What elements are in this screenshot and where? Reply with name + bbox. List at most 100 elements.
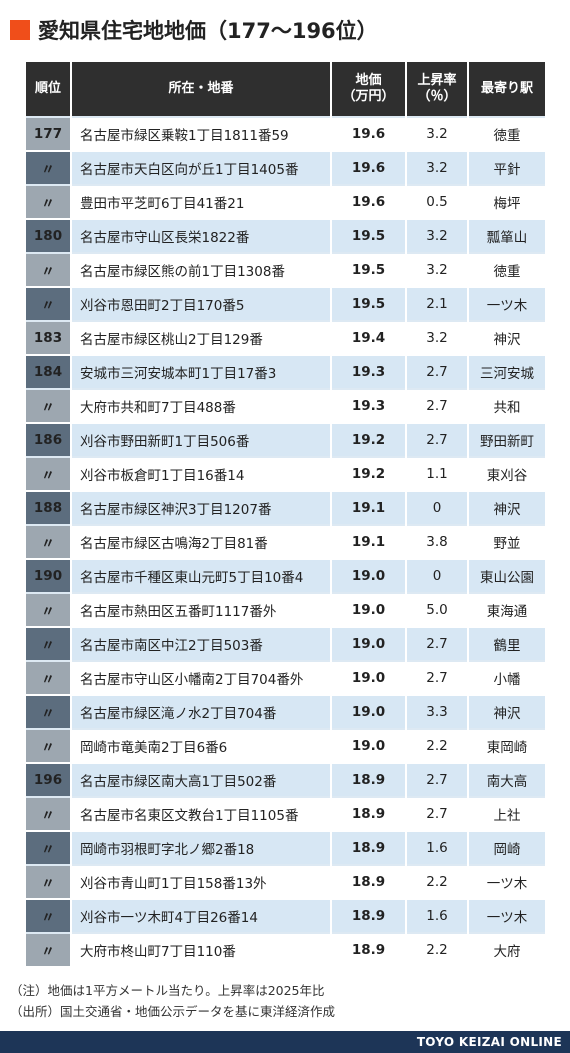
table-row: 〃刈谷市青山町1丁目158番13外 18.9 2.2 一ツ木 [26,864,545,899]
rank-cell: 〃 [26,830,72,865]
station-cell: 瓢箪山 [468,218,545,253]
address-cell: 岡崎市羽根町字北ノ郷2番18 [71,830,332,865]
station-cell: 東刈谷 [468,456,545,491]
price-cell: 19.0 [331,660,407,695]
header-price: 地価 （万円） [331,62,407,117]
rank-cell: 184 [26,354,72,389]
rate-cell: 0 [406,490,469,525]
station-cell: 岡崎 [468,830,545,865]
price-cell: 18.9 [331,762,407,797]
price-cell: 18.9 [331,830,407,865]
header-rate: 上昇率 （％） [406,62,469,117]
header-station: 最寄り駅 [468,62,545,117]
table-row: 186 刈谷市野田新町1丁目506番 19.2 2.7 野田新町 [26,422,545,457]
rate-cell: 3.2 [406,320,469,355]
address-cell: 名古屋市千種区東山元町5丁目10番4 [71,558,332,593]
rate-cell: 1.6 [406,830,469,865]
address-cell: 名古屋市緑区桃山2丁目129番 [71,320,332,355]
address-cell: 名古屋市緑区乗鞍1丁目1811番59 [71,116,332,151]
table-row: 〃名古屋市守山区小幡南2丁目704番外 19.0 2.7 小幡 [26,660,545,695]
table-row: 〃刈谷市一ツ木町4丁目26番14 18.9 1.6 一ツ木 [26,898,545,933]
rate-cell: 3.2 [406,116,469,151]
rank-cell: 〃 [26,660,72,695]
notes: （注）地価は1平方メートル当たり。上昇率は2025年比 （出所）国土交通省・地価… [10,980,335,1022]
price-cell: 19.0 [331,626,407,661]
header-price-line2: （万円） [342,89,395,104]
note-line-2: （出所）国土交通省・地価公示データを基に東洋経済作成 [10,1004,336,1019]
table-header-row: 順位 所在・地番 地価 （万円） 上昇率 （％） 最寄り駅 [26,62,545,117]
table-row: 〃刈谷市恩田町2丁目170番5 19.5 2.1 一ツ木 [26,286,545,321]
table-row: 〃名古屋市名東区文教台1丁目1105番 18.9 2.7 上社 [26,796,545,831]
rate-cell: 2.7 [406,762,469,797]
rank-cell: 〃 [26,728,72,763]
station-cell: 野並 [468,524,545,559]
rate-cell: 3.8 [406,524,469,559]
rate-cell: 2.7 [406,626,469,661]
rank-cell: 186 [26,422,72,457]
rank-cell: 〃 [26,626,72,661]
price-cell: 19.0 [331,592,407,627]
address-cell: 刈谷市板倉町1丁目16番14 [71,456,332,491]
price-cell: 19.6 [331,116,407,151]
address-cell: 名古屋市守山区小幡南2丁目704番外 [71,660,332,695]
rate-cell: 2.2 [406,864,469,899]
rank-cell: 〃 [26,796,72,831]
rank-cell: 〃 [26,694,72,729]
table-row: 180 名古屋市守山区長栄1822番 19.5 3.2 瓢箪山 [26,218,545,253]
footer-brand: TOYO KEIZAI ONLINE [0,1031,570,1053]
table-row: 183 名古屋市緑区桃山2丁目129番 19.4 3.2 神沢 [26,320,545,355]
rank-cell: 〃 [26,150,72,185]
station-cell: 鶴里 [468,626,545,661]
table-row: 〃名古屋市緑区熊の前1丁目1308番 19.5 3.2 徳重 [26,252,545,287]
header-rate-line1: 上昇率 [417,73,457,88]
rank-cell: 〃 [26,252,72,287]
address-cell: 名古屋市緑区滝ノ水2丁目704番 [71,694,332,729]
rank-cell: 〃 [26,286,72,321]
table-row: 〃名古屋市天白区向が丘1丁目1405番 19.6 3.2 平針 [26,150,545,185]
station-cell: 野田新町 [468,422,545,457]
rate-cell: 2.7 [406,796,469,831]
price-cell: 19.2 [331,422,407,457]
rate-cell: 0 [406,558,469,593]
price-cell: 18.9 [331,796,407,831]
address-cell: 大府市柊山町7丁目110番 [71,932,332,966]
rank-cell: 〃 [26,388,72,423]
price-cell: 18.9 [331,864,407,899]
address-cell: 安城市三河安城本町1丁目17番3 [71,354,332,389]
table-row: 〃豊田市平芝町6丁目41番21 19.6 0.5 梅坪 [26,184,545,219]
address-cell: 刈谷市青山町1丁目158番13外 [71,864,332,899]
table-row: 〃大府市柊山町7丁目110番 18.9 2.2 大府 [26,932,545,966]
station-cell: 南大高 [468,762,545,797]
rate-cell: 2.7 [406,354,469,389]
table-body: 177 名古屋市緑区乗鞍1丁目1811番59 19.6 3.2 徳重〃名古屋市天白区向が… [26,116,545,966]
rank-cell: 177 [26,116,72,151]
price-cell: 19.0 [331,558,407,593]
price-cell: 19.0 [331,728,407,763]
address-cell: 名古屋市守山区長栄1822番 [71,218,332,253]
price-cell: 19.3 [331,354,407,389]
rank-cell: 196 [26,762,72,797]
station-cell: 梅坪 [468,184,545,219]
price-cell: 19.4 [331,320,407,355]
table-row: 〃名古屋市緑区滝ノ水2丁目704番 19.0 3.3 神沢 [26,694,545,729]
rank-cell: 190 [26,558,72,593]
address-cell: 名古屋市天白区向が丘1丁目1405番 [71,150,332,185]
note-line-1: （注）地価は1平方メートル当たり。上昇率は2025年比 [10,983,325,998]
address-cell: 名古屋市緑区神沢3丁目1207番 [71,490,332,525]
station-cell: 共和 [468,388,545,423]
table-row: 〃刈谷市板倉町1丁目16番14 19.2 1.1 東刈谷 [26,456,545,491]
station-cell: 一ツ木 [468,286,545,321]
rank-cell: 〃 [26,184,72,219]
rate-cell: 2.1 [406,286,469,321]
station-cell: 徳重 [468,252,545,287]
station-cell: 小幡 [468,660,545,695]
station-cell: 一ツ木 [468,898,545,933]
ranking-table: 順位 所在・地番 地価 （万円） 上昇率 （％） 最寄り駅 177 名古屋市緑区乗… [26,62,545,966]
price-cell: 19.2 [331,456,407,491]
rate-cell: 2.2 [406,932,469,966]
price-cell: 19.3 [331,388,407,423]
price-cell: 19.0 [331,694,407,729]
station-cell: 平針 [468,150,545,185]
table-row: 188 名古屋市緑区神沢3丁目1207番 19.1 0 神沢 [26,490,545,525]
